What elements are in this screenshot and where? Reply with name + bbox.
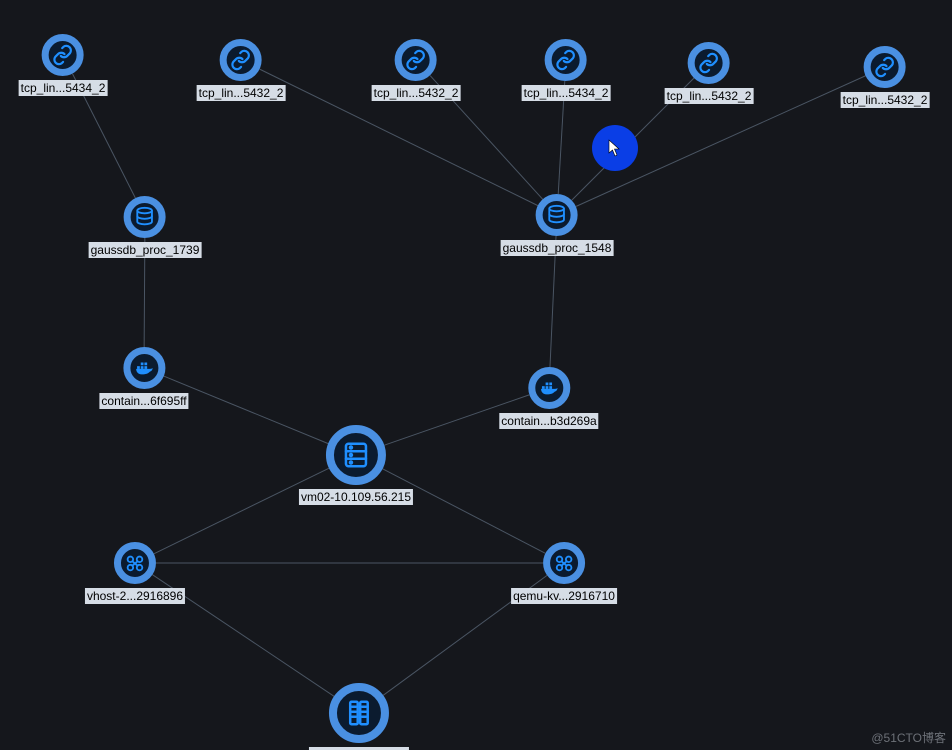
topology-node[interactable]: vhost-2...2916896 (85, 542, 185, 604)
topology-node[interactable]: contain...b3d269a (499, 367, 598, 429)
link-icon[interactable] (864, 46, 906, 88)
node-label: contain...b3d269a (499, 413, 598, 429)
cursor-icon (608, 139, 622, 157)
node-label: contain...6f695ff (99, 393, 188, 409)
topology-node[interactable]: gaussdb_proc_1739 (89, 196, 202, 258)
db-icon[interactable] (536, 194, 578, 236)
link-icon[interactable] (42, 34, 84, 76)
topology-node[interactable]: tcp_lin...5432_2 (665, 42, 754, 104)
node-label: tcp_lin...5432_2 (372, 85, 461, 101)
node-label: tcp_lin...5432_2 (841, 92, 930, 108)
watermark-text: @51CTO博客 (871, 729, 946, 746)
link-icon[interactable] (545, 39, 587, 81)
node-label: qemu-kv...2916710 (511, 588, 617, 604)
node-label: vm02-10.109.56.215 (299, 489, 413, 505)
db-icon[interactable] (124, 196, 166, 238)
topology-node[interactable]: tcp_lin...5434_2 (522, 39, 611, 101)
topology-node[interactable]: tcp_lin...5432_2 (197, 39, 286, 101)
topology-node[interactable]: tcp_lin...5432_2 (841, 46, 930, 108)
topology-node[interactable]: gaussdb_proc_1548 (501, 194, 614, 256)
topology-node[interactable]: vm02-10.109.56.215 (299, 425, 413, 505)
node-label: vhost-2...2916896 (85, 588, 185, 604)
node-label: tcp_lin...5432_2 (197, 85, 286, 101)
cluster-icon[interactable] (114, 542, 156, 584)
docker-icon[interactable] (123, 347, 165, 389)
topology-node[interactable]: contain...6f695ff (99, 347, 188, 409)
topology-node[interactable]: qemu-kv...2916710 (511, 542, 617, 604)
node-label: tcp_lin...5434_2 (522, 85, 611, 101)
link-icon[interactable] (688, 42, 730, 84)
cursor-highlight (592, 125, 638, 171)
node-label: gaussdb_proc_1739 (89, 242, 202, 258)
topology-node[interactable]: tcp_lin...5432_2 (372, 39, 461, 101)
cluster-icon[interactable] (543, 542, 585, 584)
topology-canvas[interactable]: @51CTO博客 tcp_lin...5434_2 tcp_lin...5432… (0, 0, 952, 750)
rack-icon[interactable] (329, 683, 389, 743)
server-icon[interactable] (326, 425, 386, 485)
docker-icon[interactable] (528, 367, 570, 409)
node-label: tcp_lin...5434_2 (19, 80, 108, 96)
node-label: gaussdb_proc_1548 (501, 240, 614, 256)
link-icon[interactable] (395, 39, 437, 81)
topology-node[interactable]: compute....56.209 (309, 683, 409, 750)
topology-node[interactable]: tcp_lin...5434_2 (19, 34, 108, 96)
link-icon[interactable] (220, 39, 262, 81)
node-label: tcp_lin...5432_2 (665, 88, 754, 104)
